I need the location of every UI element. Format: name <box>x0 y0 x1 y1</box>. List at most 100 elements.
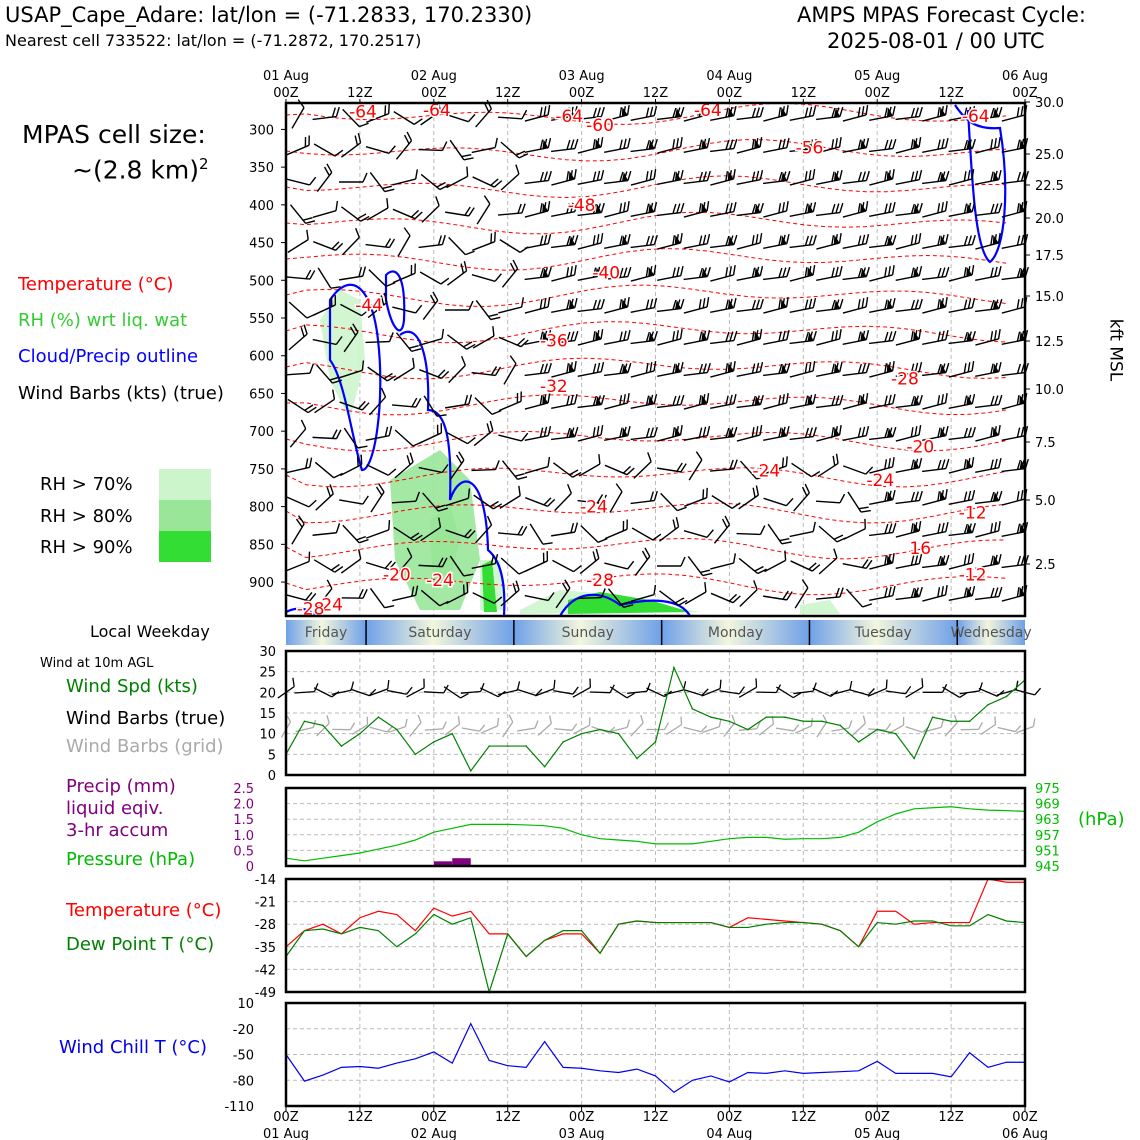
wind-barb <box>473 494 503 510</box>
wind-barb <box>445 582 469 605</box>
wind-barb <box>842 297 869 314</box>
wind-barb-flag <box>547 266 552 277</box>
wind-barb-flag <box>543 171 548 182</box>
wind-barb-pennant <box>886 427 893 438</box>
wind-barb-flag <box>860 509 871 513</box>
wind-barb-flag <box>944 489 948 500</box>
wind-barb-flag <box>963 203 968 214</box>
wind-barb-pennant <box>727 107 734 117</box>
wind-barb <box>551 138 579 153</box>
wind-barb <box>789 201 817 217</box>
wind-barb <box>922 425 949 441</box>
wind-barb-flag <box>672 203 677 214</box>
wind-barb <box>630 265 657 282</box>
wind-barb-flag <box>600 106 605 117</box>
wind-barb-flag <box>990 363 994 374</box>
wind-speed-point <box>839 724 842 727</box>
wind-barb <box>869 585 896 601</box>
temperature-contour <box>285 537 1007 560</box>
weekday-band <box>286 620 367 645</box>
wind-barb-flag <box>786 170 791 181</box>
wind-barb-staff <box>422 299 439 321</box>
wind-barb-flag <box>998 106 1003 117</box>
temperature-contour-label: -64 <box>694 101 722 121</box>
wind-barb-pennant <box>833 299 840 310</box>
wind-barb-flag <box>623 604 634 609</box>
wind-barb-flag <box>918 361 923 372</box>
true-wind-barb <box>406 678 425 698</box>
wind-barb-flag <box>892 585 896 596</box>
wind-barb-pennant <box>780 298 787 309</box>
wind-barb-flag <box>861 559 869 568</box>
wind-barb-flag <box>937 587 941 598</box>
wind-barb-pennant <box>621 235 628 245</box>
wind-barb-pennant <box>727 235 734 246</box>
wind-barb <box>368 269 396 287</box>
wind-barb-flag <box>835 266 839 277</box>
wind-barb-flag <box>702 106 706 117</box>
wind-barb <box>339 172 368 183</box>
true-wind-barb-flag <box>646 682 651 692</box>
wind-barb-flag <box>547 105 551 116</box>
wind-barb-flag <box>375 486 383 496</box>
wind-barb-staff <box>471 468 496 472</box>
wind-barb-staff <box>472 335 495 349</box>
kft-tick-label: 10.0 <box>1035 383 1064 398</box>
wind-barb-flag <box>596 170 601 181</box>
wind-barb <box>500 164 520 191</box>
wind-barb-flag <box>884 427 889 438</box>
wind-barb-staff <box>291 107 305 129</box>
wind-barb-flag <box>884 331 889 342</box>
wind-barb-flag <box>596 234 600 245</box>
swatch-rh70 <box>159 469 211 500</box>
wind-barb-staff <box>1001 531 1026 537</box>
wind-barb-flag <box>542 552 545 563</box>
grid-wind-barb <box>573 717 591 735</box>
kft-axis-label: kft MSL <box>1105 318 1126 382</box>
wind-barb-flag <box>627 170 632 181</box>
wind-barb-flag <box>596 362 601 373</box>
wind-barb-staff <box>500 589 520 607</box>
wind-speed-point <box>562 741 564 743</box>
wind-barb-flag <box>811 564 821 572</box>
wind-barb-flag <box>410 209 420 218</box>
wind-barb-staff <box>392 208 416 220</box>
wind-barb-staff <box>317 267 332 289</box>
wind-barb <box>687 555 713 577</box>
grid-wind-barb-staff <box>554 728 573 731</box>
wind-barb <box>895 394 923 409</box>
wind-speed-point <box>691 708 694 710</box>
wind-barb-staff <box>683 435 708 441</box>
wind-barb-pennant <box>754 267 761 277</box>
wind-barb <box>975 361 1002 377</box>
kft-tick-label: 2.5 <box>1035 558 1056 573</box>
grid-wind-barb <box>517 720 539 732</box>
wind-barb-staff <box>842 306 867 314</box>
wind-barb-flag <box>782 590 789 600</box>
wind-barb <box>895 233 922 250</box>
wind-barb-flag <box>680 361 684 372</box>
wind-barb-flag <box>518 569 529 575</box>
pressure-tick-label: 975 <box>1035 782 1060 797</box>
wind-barb <box>842 137 870 153</box>
wind-barb <box>472 326 495 349</box>
wind-barb-staff <box>948 178 973 186</box>
wind-barb-flag <box>566 235 571 246</box>
wind-barb-staff <box>499 239 521 253</box>
wind-barb-staff <box>739 460 758 480</box>
pressure-tick-label: 957 <box>1035 829 1060 844</box>
wind-barb <box>524 592 555 602</box>
wind-speed-point <box>820 720 823 723</box>
wind-barb-flag <box>574 201 578 212</box>
wind-barb-staff <box>842 243 867 249</box>
wind-barb <box>657 462 687 473</box>
grid-wind-barb <box>316 715 330 737</box>
wind-barb-flag <box>990 395 995 406</box>
wind-barb-flag <box>566 363 570 374</box>
wind-barb-staff <box>975 467 999 473</box>
true-wind-barb <box>497 681 521 696</box>
wind-barb-staff <box>710 211 734 217</box>
wind-barb-flag <box>754 565 764 572</box>
wind-barb-flag <box>753 580 758 590</box>
wind-barb-staff <box>710 403 734 409</box>
